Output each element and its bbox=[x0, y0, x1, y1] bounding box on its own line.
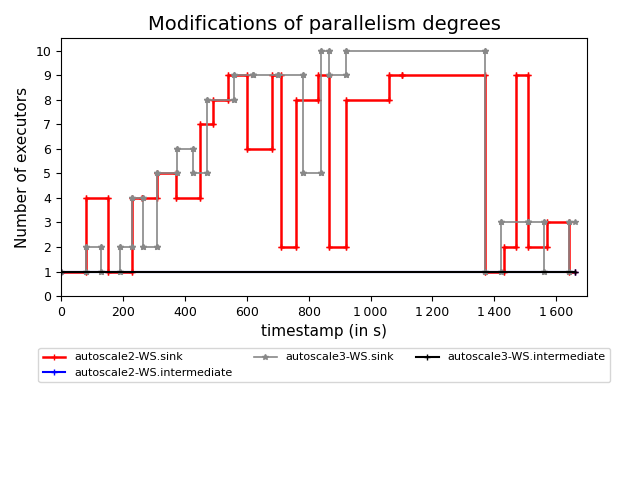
autoscale2-WS.sink bbox=[571, 269, 579, 275]
autoscale3-WS.sink bbox=[525, 219, 532, 225]
autoscale2-WS.sink bbox=[342, 244, 349, 250]
autoscale3-WS.sink bbox=[249, 72, 257, 78]
autoscale3-WS.sink bbox=[481, 48, 489, 53]
autoscale3-WS.sink bbox=[571, 219, 579, 225]
X-axis label: timestamp (in s): timestamp (in s) bbox=[261, 324, 387, 339]
Title: Modifications of parallelism degrees: Modifications of parallelism degrees bbox=[148, 15, 500, 34]
autoscale2-WS.sink bbox=[104, 269, 111, 275]
autoscale3-WS.sink bbox=[82, 269, 90, 275]
Y-axis label: Number of executors: Number of executors bbox=[15, 87, 30, 248]
autoscale2-WS.sink bbox=[277, 244, 285, 250]
autoscale2-WS.sink bbox=[104, 195, 111, 201]
autoscale3-WS.sink bbox=[116, 269, 124, 275]
autoscale3-WS.sink bbox=[317, 48, 325, 53]
Line: autoscale2-WS.sink: autoscale2-WS.sink bbox=[58, 72, 579, 275]
autoscale2-WS.sink bbox=[58, 269, 65, 275]
Legend: autoscale2-WS.sink, autoscale2-WS.intermediate, autoscale3-WS.sink, autoscale3-W: autoscale2-WS.sink, autoscale2-WS.interm… bbox=[38, 348, 610, 383]
autoscale2-WS.sink bbox=[481, 269, 489, 275]
autoscale3-WS.sink bbox=[58, 269, 65, 275]
autoscale3-WS.sink bbox=[82, 244, 90, 250]
autoscale2-WS.sink bbox=[225, 72, 232, 78]
Line: autoscale3-WS.sink: autoscale3-WS.sink bbox=[58, 48, 577, 274]
autoscale2-WS.sink bbox=[314, 72, 322, 78]
